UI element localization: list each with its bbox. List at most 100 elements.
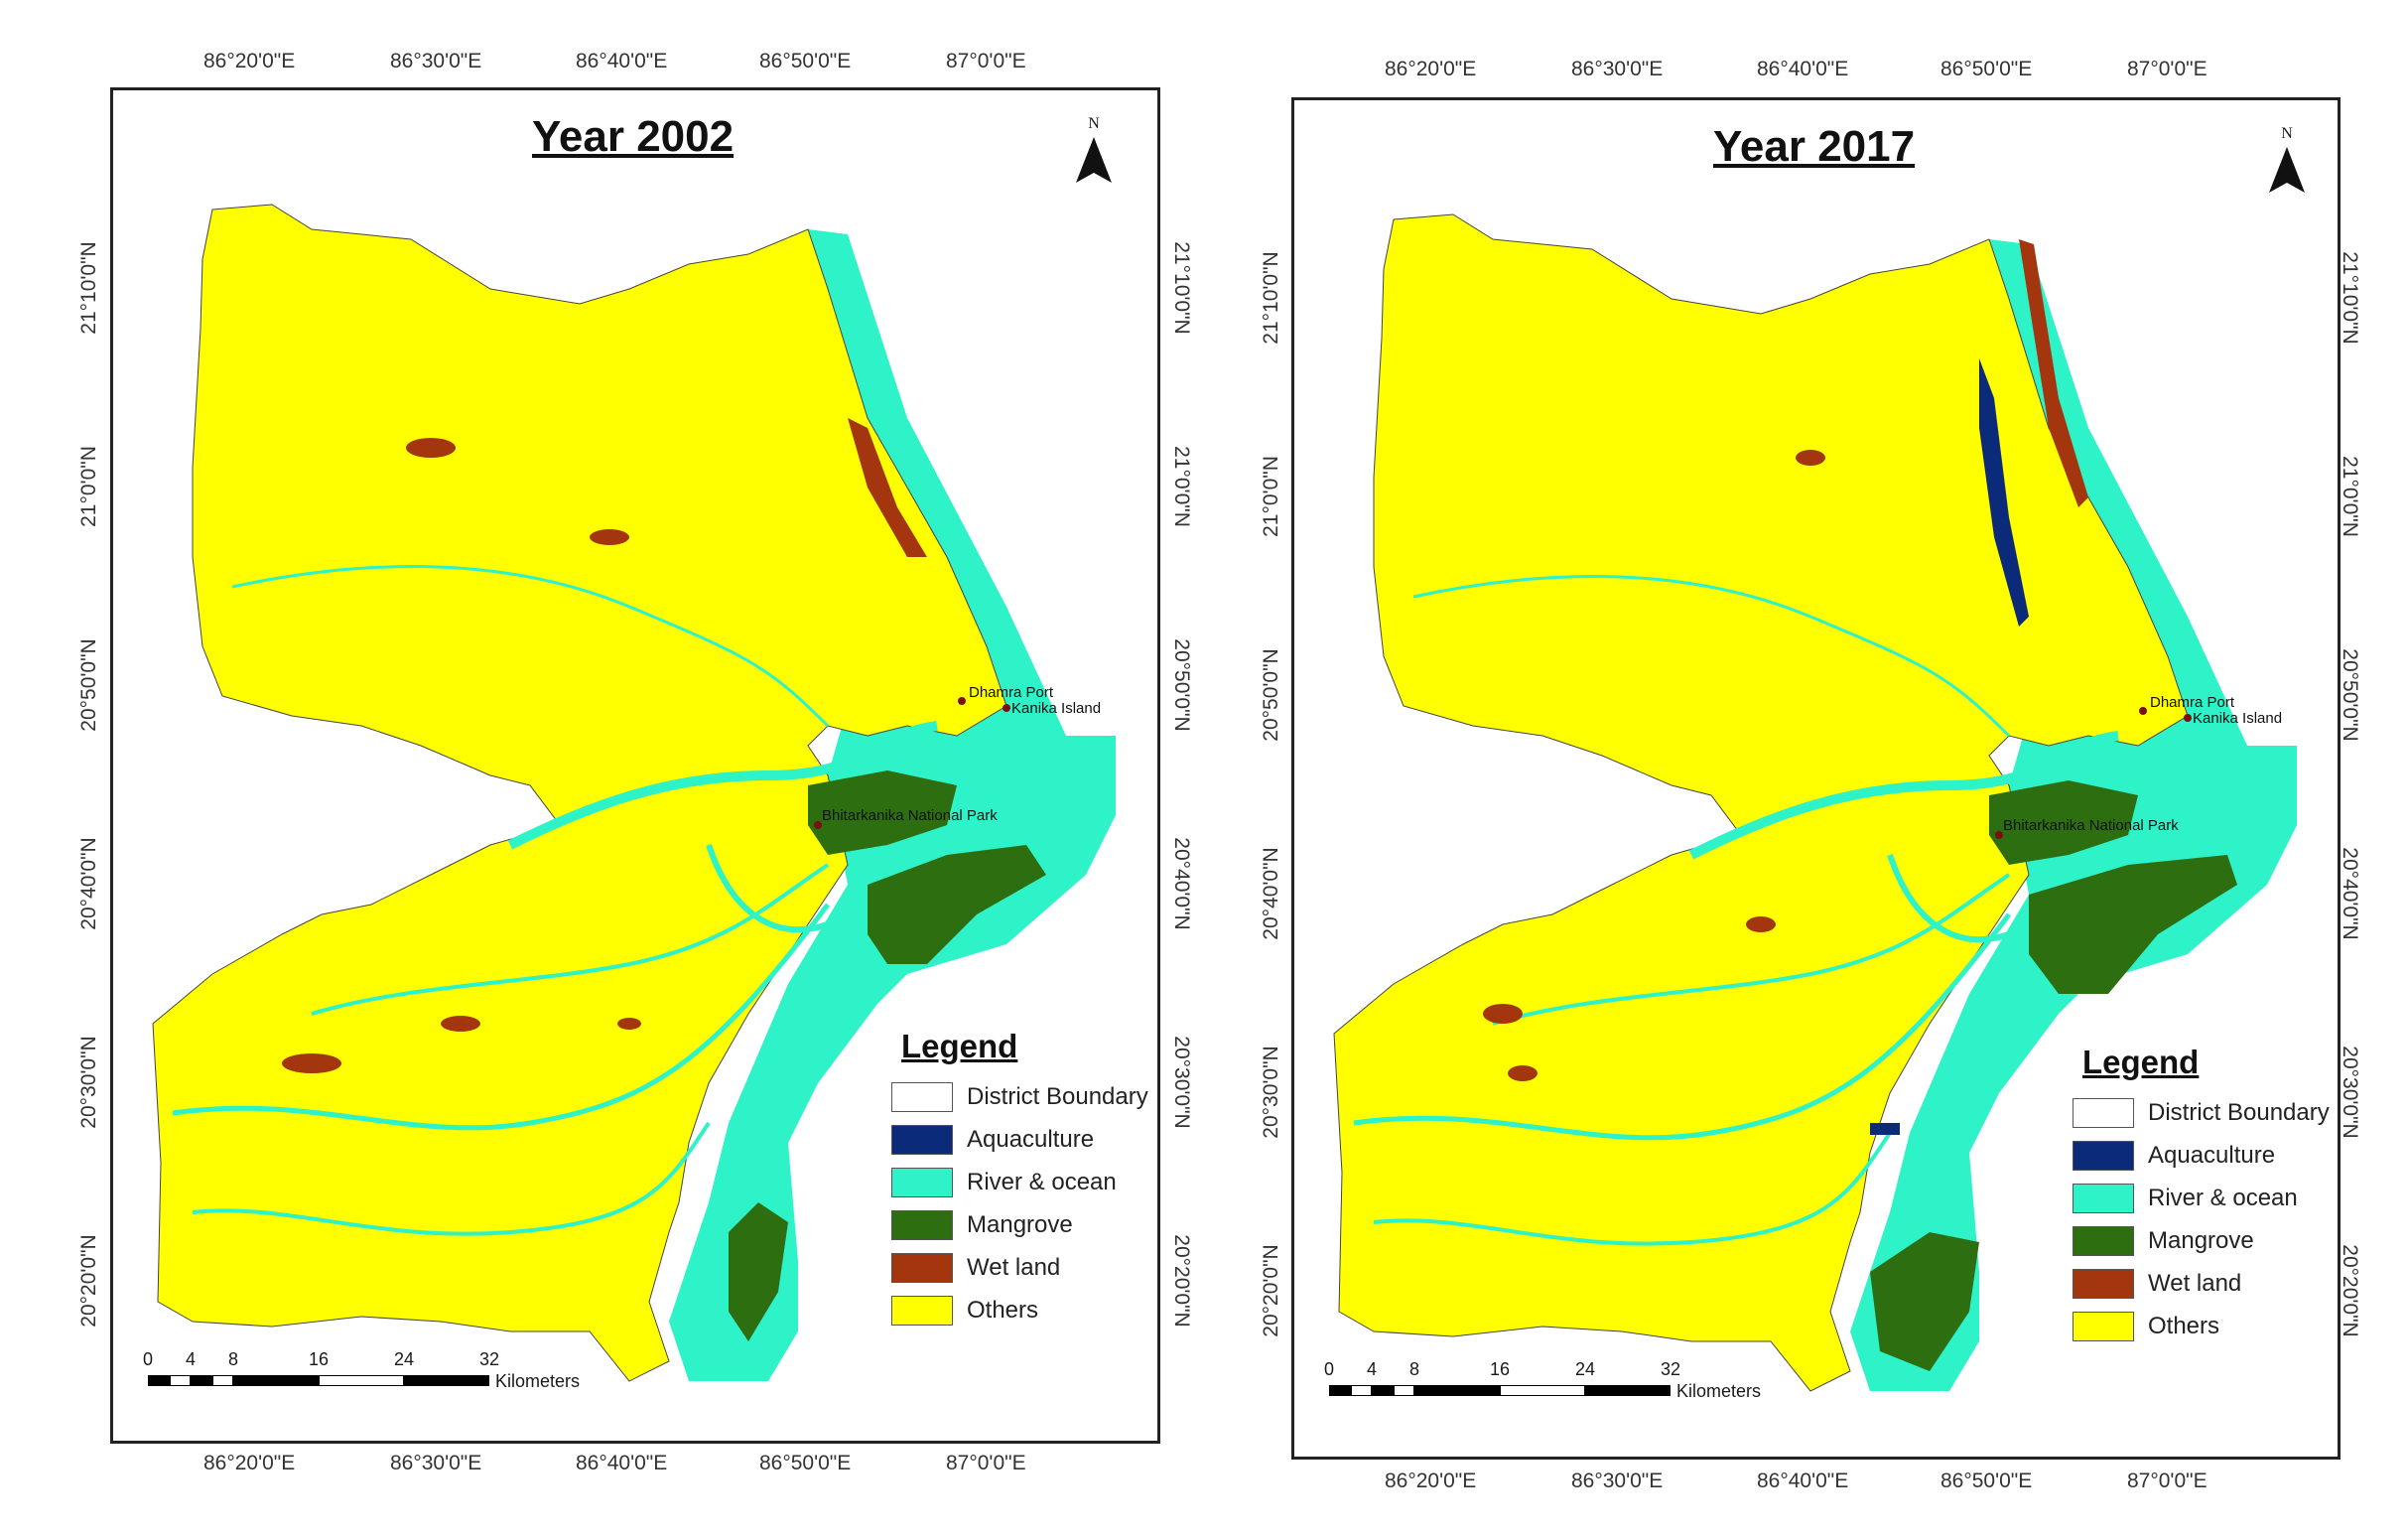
legend-swatch — [2073, 1268, 2134, 1299]
aquaculture-patch — [1870, 1123, 1900, 1135]
scale-tick: 16 — [1489, 1359, 1511, 1379]
lat-label-right: 20°30'0"N — [2339, 1046, 2361, 1139]
map-title: Year 2002 — [532, 112, 735, 161]
legend-item: Wet land — [2073, 1262, 2330, 1305]
lon-label-bottom: 87°0'0"E — [946, 1452, 1026, 1474]
lon-label-top: 86°30'0"E — [1571, 58, 1664, 80]
legend-item: River & ocean — [891, 1161, 1148, 1203]
lat-label-left: 20°40'0"N — [77, 837, 100, 930]
aquaculture-area — [1979, 358, 2029, 627]
legend-label: District Boundary — [967, 1082, 1148, 1110]
map-frame: Dhamra Port Kanika Island Bhitarkanika N… — [1291, 97, 2341, 1460]
place-label-bhitarkanika: Bhitarkanika National Park — [822, 807, 998, 824]
lon-label-top: 86°50'0"E — [759, 50, 852, 72]
legend-label: River & ocean — [2148, 1184, 2298, 1211]
legend-swatch — [891, 1295, 953, 1326]
map-title: Year 2017 — [1713, 122, 1916, 171]
legend-swatch — [891, 1209, 953, 1240]
legend-swatch — [891, 1124, 953, 1155]
wetland-patch — [1508, 1065, 1538, 1081]
lon-label-bottom: 86°30'0"E — [1571, 1469, 1664, 1492]
scale-segment — [319, 1375, 404, 1386]
place-marker-kanika — [1003, 704, 1010, 712]
river-line — [1887, 854, 2010, 943]
wetland-patch — [1796, 450, 1825, 466]
lat-label-right: 20°40'0"N — [2339, 847, 2361, 940]
place-marker-kanika — [2184, 714, 2192, 722]
mangrove-area — [1870, 1232, 1979, 1371]
place-marker-bhitarkanika — [1995, 831, 2003, 839]
lat-label-left: 20°30'0"N — [77, 1036, 100, 1129]
legend-item: Aquaculture — [891, 1118, 1148, 1161]
lon-label-bottom: 86°50'0"E — [1940, 1469, 2033, 1492]
scale-tick: 8 — [227, 1349, 239, 1369]
river-line — [706, 844, 829, 933]
lon-label-top: 86°20'0"E — [1385, 58, 1477, 80]
lon-label-bottom: 86°20'0"E — [203, 1452, 296, 1474]
map-frame: Dhamra Port Kanika Island Bhitarkanika N… — [110, 87, 1160, 1444]
scale-bar: 0 4 8 16 24 32 Kilometers — [1324, 1359, 1845, 1409]
scale-segment — [1585, 1385, 1671, 1396]
lon-label-top: 86°40'0"E — [576, 50, 668, 72]
wetland-area — [2019, 239, 2088, 507]
legend-label: Aquaculture — [2148, 1141, 2276, 1169]
legend-label: Others — [2148, 1312, 2220, 1339]
river-line — [172, 903, 830, 1131]
legend-swatch — [891, 1252, 953, 1283]
legend-swatch — [2073, 1140, 2134, 1171]
scale-segment — [1351, 1385, 1372, 1396]
lat-label-right: 20°50'0"N — [1170, 638, 1193, 732]
lat-label-right: 21°10'0"N — [1170, 241, 1193, 335]
river-line — [507, 721, 938, 850]
scale-tick: 8 — [1408, 1359, 1420, 1379]
lat-label-left: 20°50'0"N — [77, 638, 100, 732]
legend-label: District Boundary — [2148, 1098, 2330, 1126]
lat-label-left: 20°20'0"N — [1260, 1244, 1282, 1337]
legend-label: Others — [967, 1296, 1039, 1324]
legend-item: Mangrove — [2073, 1219, 2330, 1262]
lon-label-bottom: 86°40'0"E — [576, 1452, 668, 1474]
mangrove-area — [868, 845, 1046, 964]
place-label-bhitarkanika: Bhitarkanika National Park — [2003, 817, 2179, 834]
legend-label: River & ocean — [967, 1168, 1117, 1195]
scale-segment — [191, 1375, 212, 1386]
lon-label-top: 86°40'0"E — [1757, 58, 1849, 80]
scale-tick: 0 — [142, 1349, 154, 1369]
wetland-patch — [617, 1018, 641, 1030]
legend: Legend District Boundary Aquaculture Riv… — [891, 1028, 1148, 1331]
lon-label-top: 86°20'0"E — [203, 50, 296, 72]
lon-label-top: 86°50'0"E — [1940, 58, 2033, 80]
river-line — [1353, 912, 2011, 1141]
lon-label-bottom: 86°20'0"E — [1385, 1469, 1477, 1492]
legend-label: Wet land — [967, 1253, 1061, 1281]
mangrove-area — [729, 1202, 788, 1341]
wetland-patch — [590, 529, 629, 545]
scale-tick: 32 — [1660, 1359, 1681, 1379]
wetland-area — [848, 418, 927, 557]
lon-label-bottom: 86°50'0"E — [759, 1452, 852, 1474]
scale-tick: 24 — [1574, 1359, 1596, 1379]
river-line — [1373, 1131, 1892, 1246]
place-marker-dhamra — [2139, 707, 2147, 715]
legend-label: Mangrove — [2148, 1226, 2254, 1254]
legend-item: Wet land — [891, 1246, 1148, 1289]
scale-segment — [170, 1375, 191, 1386]
wetland-patch — [1746, 916, 1776, 932]
lon-label-top: 87°0'0"E — [946, 50, 1026, 72]
wetland-patch — [1483, 1004, 1523, 1024]
map-panel-2017: 86°20'0"E 86°30'0"E 86°40'0"E 86°50'0"E … — [1204, 0, 2408, 1538]
lat-label-right: 20°20'0"N — [1170, 1234, 1193, 1328]
map-panel-2002: 86°20'0"E 86°30'0"E 86°40'0"E 86°50'0"E … — [77, 50, 1193, 1474]
lon-label-top: 86°30'0"E — [390, 50, 482, 72]
scale-tick: 4 — [185, 1349, 197, 1369]
legend-swatch — [2073, 1311, 2134, 1341]
river-line — [1688, 731, 2119, 860]
legend-label: Aquaculture — [967, 1125, 1095, 1153]
north-label: N — [2281, 125, 2293, 142]
scale-unit: Kilometers — [495, 1371, 581, 1391]
legend-swatch — [2073, 1225, 2134, 1256]
legend-label: Mangrove — [967, 1210, 1073, 1238]
legend-swatch — [891, 1081, 953, 1112]
place-marker-bhitarkanika — [814, 821, 822, 829]
scale-tick: 16 — [308, 1349, 330, 1369]
